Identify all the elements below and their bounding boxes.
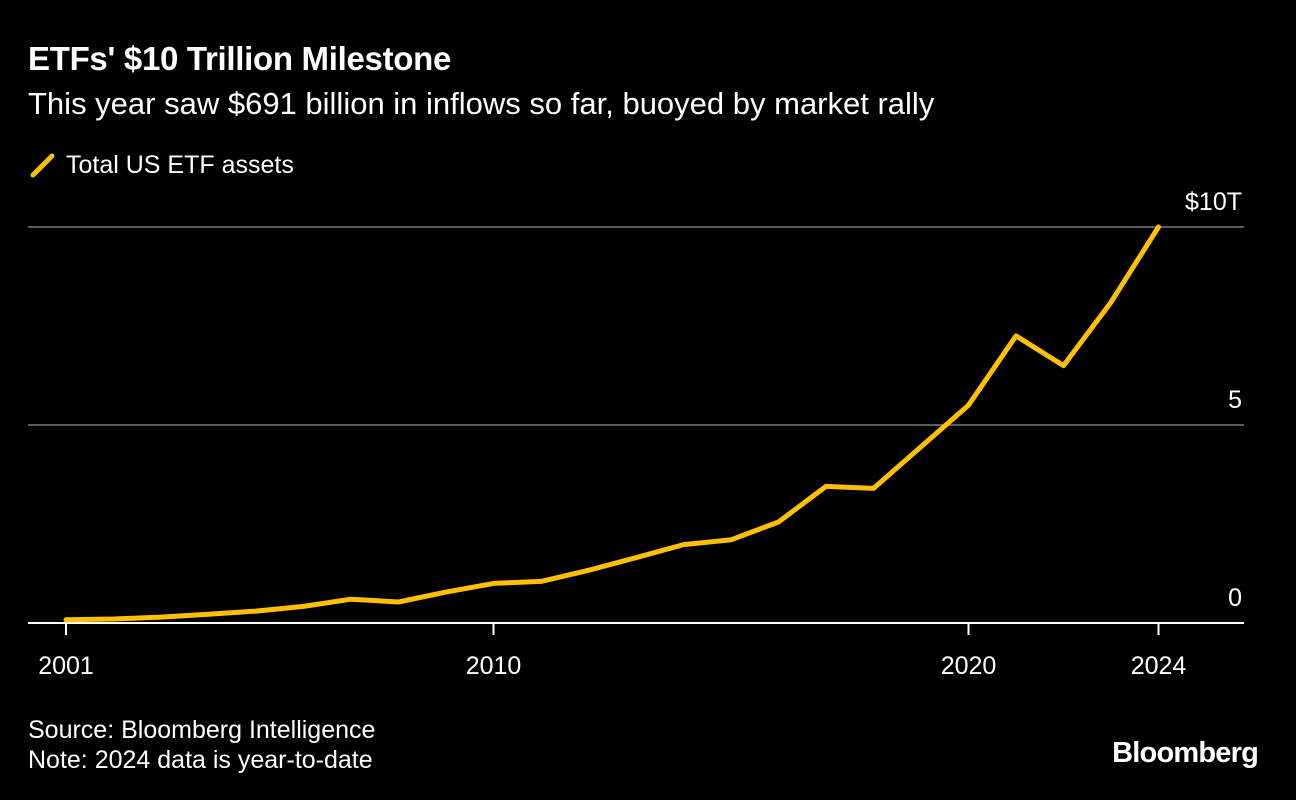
x-tick-label: 2010 <box>466 652 522 680</box>
source-note: Source: Bloomberg Intelligence <box>28 716 376 744</box>
x-tick-label: 2020 <box>941 652 997 680</box>
legend: Total US ETF assets <box>28 148 294 182</box>
series-line <box>63 224 1161 623</box>
bloomberg-logo: Bloomberg <box>1112 737 1259 769</box>
y-tick-label: $10T <box>1185 188 1242 216</box>
footer: Source: Bloomberg Intelligence Note: 202… <box>28 715 375 775</box>
data-note: Note: 2024 data is year-to-date <box>28 746 373 774</box>
legend-label: Total US ETF assets <box>66 150 294 179</box>
x-tick-label: 2001 <box>38 652 94 680</box>
y-tick-label: 0 <box>1228 584 1242 612</box>
y-tick-label: 5 <box>1228 386 1242 414</box>
chart-subtitle: This year saw $691 billion in inflows so… <box>28 86 935 121</box>
x-tick-label: 2024 <box>1131 652 1187 680</box>
chart-title: ETFs' $10 Trillion Milestone <box>28 40 452 77</box>
line-swatch-icon <box>30 153 55 178</box>
